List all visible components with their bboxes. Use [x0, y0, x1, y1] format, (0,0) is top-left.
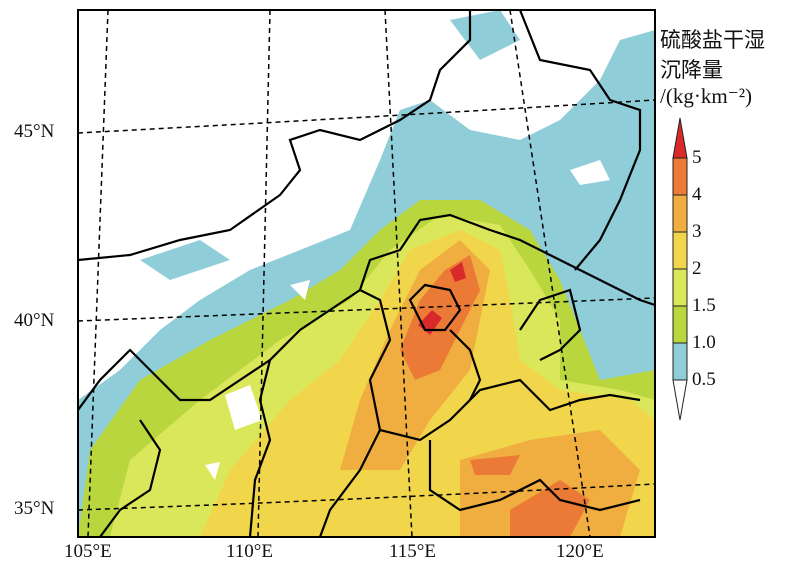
- graticule: [78, 10, 655, 537]
- colorbar-tick: 5: [692, 147, 702, 168]
- colorbar-title-line2: 沉降量: [660, 58, 723, 82]
- colorbar-tick: 4: [692, 184, 702, 205]
- lon-label: 110°E: [226, 541, 273, 562]
- colorbar-bin-4-5: [672, 157, 688, 196]
- colorbar-tick: 1.0: [692, 332, 716, 353]
- colorbar: [672, 117, 688, 421]
- colorbar-tick: 2: [692, 258, 702, 279]
- colorbar-unit: /(kg·km⁻²): [660, 84, 753, 108]
- colorbar-bin-1.5-2: [672, 268, 688, 307]
- colorbar-bin-1.0-1.5: [672, 305, 688, 344]
- colorbar-upper-extend: [672, 117, 688, 159]
- colorbar-bin-0.5-1.0: [672, 342, 688, 381]
- field-gt5: [418, 262, 466, 335]
- colorbar-lower-extend: [672, 379, 688, 421]
- colorbar-bin-3-4: [672, 194, 688, 233]
- colorbar-bin-2-3: [672, 231, 688, 270]
- boundaries: [78, 10, 655, 537]
- colorbar-title-line1: 硫酸盐干湿: [660, 28, 765, 52]
- colorbar-tick: 1.5: [692, 295, 716, 316]
- lon-label: 120°E: [556, 541, 604, 562]
- lon-label: 115°E: [389, 541, 436, 562]
- lon-label: 105°E: [64, 541, 112, 562]
- colorbar-tick: 0.5: [692, 369, 716, 390]
- lat-label: 35°N: [14, 498, 55, 519]
- colorbar-tick: 3: [692, 221, 702, 242]
- lat-label: 40°N: [14, 310, 55, 331]
- lat-label: 45°N: [14, 121, 55, 142]
